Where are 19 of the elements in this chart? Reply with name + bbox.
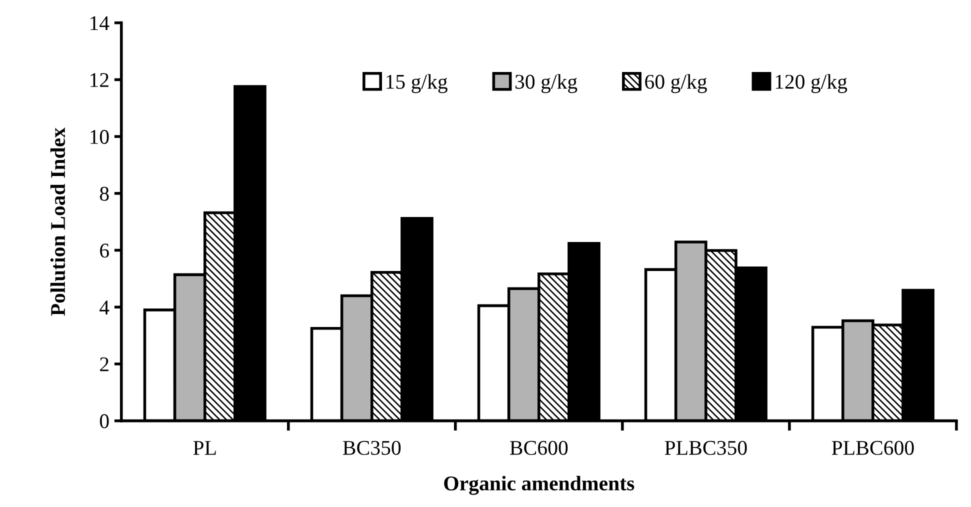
legend-label: 30 g/kg (516, 74, 578, 94)
legend-label: 60 g/kg (645, 74, 707, 94)
y-tick-label: 6 (100, 244, 109, 258)
x-tick-label: BC600 (510, 440, 568, 455)
y-axis-title: Pollution Load Index (50, 128, 66, 316)
x-tick-label: PLBC600 (832, 440, 914, 455)
y-tick-label: 8 (100, 186, 109, 201)
y-tick-label: 10 (90, 130, 109, 144)
y-tick-label: 14 (90, 16, 110, 30)
legend-label: 15 g/kg (386, 74, 448, 94)
legend-label: 120 g/kg (776, 74, 848, 94)
x-tick-label: BC350 (342, 440, 401, 455)
y-tick-label: 4 (100, 300, 110, 314)
x-tick-label: PLBC350 (664, 440, 747, 455)
y-tick-label: 0 (100, 414, 109, 428)
x-tick-label: PL (193, 441, 216, 455)
x-axis-title: Organic amendments (444, 476, 634, 495)
y-tick-label: 2 (100, 357, 108, 372)
y-tick-label: 12 (90, 73, 108, 87)
